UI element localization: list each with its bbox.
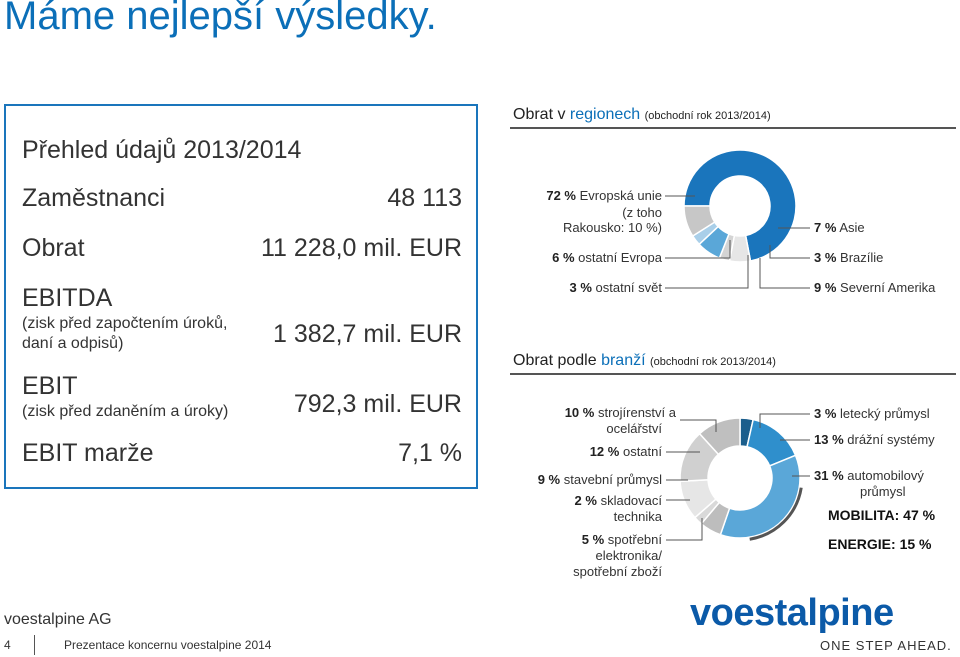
label-auto-pct: 31 % — [814, 468, 844, 483]
regions-divider — [510, 127, 956, 129]
label-asia-pct: 7 % — [814, 220, 837, 235]
branches-slice-2 — [719, 454, 801, 539]
label-asia: 7 % Asie — [814, 220, 865, 235]
label-consumer: 5 % spotřební — [500, 532, 662, 547]
footer-separator — [34, 635, 35, 655]
label-consumer-pct: 5 % — [581, 532, 605, 547]
ebit-sub: (zisk před zdaněním a úroky) — [22, 403, 229, 420]
label-mobility: MOBILITA: 47 % — [828, 507, 936, 523]
label-asia-text: Asie — [839, 220, 865, 235]
label-na: 9 % Severní Amerika — [814, 280, 935, 295]
label-na-text: Severní Amerika — [840, 280, 936, 295]
label-mech: 10 % strojírenství a — [500, 405, 676, 420]
leader-mech — [680, 419, 717, 432]
label-aero: 3 % letecký průmysl — [814, 406, 930, 421]
label-eu-pct: 72 % — [546, 188, 576, 203]
revenue-value: 11 228,0 mil. EUR — [260, 234, 462, 262]
label-aero-pct: 3 % — [814, 406, 837, 421]
ebitda-value: 1 382,7 mil. EUR — [273, 320, 462, 348]
label-eu-text3: Rakousko: 10 %) — [563, 220, 662, 235]
label-consumer-text3: spotřební zboží — [573, 564, 662, 579]
label-other: 12 % ostatní — [500, 444, 662, 459]
employees-value: 48 113 — [387, 184, 462, 212]
footer-company: voestalpine AG — [4, 611, 112, 628]
label-mech-text2: ocelářství — [606, 421, 662, 436]
label-rail-pct: 13 % — [814, 432, 844, 447]
label-brazil-pct: 3 % — [814, 250, 837, 265]
label-consumer-text2: elektronika/ — [595, 548, 662, 563]
leader-brazil — [769, 245, 810, 259]
label-auto: 31 % automobilový — [814, 468, 924, 483]
revenue-label: Obrat — [22, 234, 85, 262]
branches-heading-accent: branží — [601, 352, 646, 369]
ebit-margin-value: 7,1 % — [398, 439, 462, 467]
regions-heading: Obrat v regionech (obchodní rok 2013/201… — [513, 106, 771, 124]
label-auto-text2: průmysl — [860, 484, 906, 499]
label-mech-text1: strojírenství a — [597, 405, 676, 420]
label-eu-text1: Evropská unie — [579, 188, 662, 203]
label-other-text: ostatní — [622, 444, 662, 459]
company-logo: voestalpine — [690, 592, 894, 634]
label-eu-other: 6 % ostatní Evropa — [520, 250, 662, 265]
regions-heading-suffix: (obchodní rok 2013/2014) — [644, 110, 771, 122]
label-brazil-text: Brazílie — [840, 250, 884, 265]
overview-box: Přehled údajů 2013/2014 Zaměstnanci 48 1… — [4, 104, 478, 489]
regions-donut — [683, 149, 797, 263]
page-title: Máme nejlepší výsledky. — [4, 0, 437, 38]
branches-heading-suffix: (obchodní rok 2013/2014) — [649, 356, 776, 368]
branches-slice-7 — [698, 417, 741, 456]
ebit-label: EBIT — [22, 372, 78, 400]
page-number: 4 — [4, 638, 11, 652]
label-auto-text1: automobilový — [847, 468, 924, 483]
branches-heading: Obrat podle branží (obchodní rok 2013/20… — [513, 352, 776, 370]
label-eu-text2: (z toho — [622, 205, 662, 220]
overview-heading: Přehled údajů 2013/2014 — [22, 136, 302, 164]
logo-tagline: ONE STEP AHEAD. — [820, 638, 952, 653]
label-aero-text: letecký průmysl — [840, 406, 930, 421]
label-rail-text: drážní systémy — [847, 432, 935, 447]
label-energy: ENERGIE: 15 % — [828, 536, 932, 552]
label-eu: 72 % Evropská unie — [520, 188, 662, 203]
label-storage-text1: skladovací — [600, 493, 662, 508]
label-eu-other-pct: 6 % — [552, 250, 575, 265]
leader-consumer — [666, 518, 703, 541]
leader-aero — [759, 413, 810, 428]
leader-lines — [665, 195, 810, 541]
regions-slice-5 — [683, 205, 716, 238]
label-mech-pct: 10 % — [564, 405, 595, 420]
label-constr-pct: 9 % — [537, 472, 561, 487]
branches-heading-prefix: Obrat podle — [513, 352, 602, 369]
ebit-margin-label: EBIT marže — [22, 439, 154, 467]
label-na-pct: 9 % — [814, 280, 837, 295]
leader-world — [665, 255, 749, 289]
footer-text: Prezentace koncernu voestalpine 2014 — [64, 638, 272, 652]
ebitda-label: EBITDA — [22, 284, 113, 312]
label-storage: 2 % skladovací — [500, 493, 662, 508]
label-constr-text: stavební průmysl — [563, 472, 662, 487]
branches-donut — [679, 417, 803, 541]
label-other-pct: 12 % — [589, 444, 620, 459]
branches-energy-arc — [749, 487, 803, 541]
label-storage-text2: technika — [613, 509, 662, 524]
label-brazil: 3 % Brazílie — [814, 250, 883, 265]
label-world: 3 % ostatní svět — [520, 280, 662, 295]
label-consumer-text1: spotřební — [607, 532, 662, 547]
ebitda-sub: (zisk před započtením úroků, daní a odpi… — [22, 315, 228, 352]
branches-divider — [510, 373, 956, 375]
label-constr: 9 % stavební průmysl — [480, 472, 662, 487]
label-storage-pct: 2 % — [574, 493, 597, 508]
label-eu-other-text: ostatní Evropa — [578, 250, 662, 265]
employees-label: Zaměstnanci — [22, 184, 166, 212]
label-world-pct: 3 % — [569, 280, 592, 295]
leader-na — [759, 258, 810, 289]
ebit-value: 792,3 mil. EUR — [293, 390, 462, 418]
regions-heading-prefix: Obrat v — [513, 106, 570, 123]
leader-eu-other — [665, 240, 731, 259]
label-rail: 13 % drážní systémy — [814, 432, 935, 447]
label-world-text: ostatní svět — [595, 280, 662, 295]
regions-heading-accent: regionech — [569, 106, 641, 123]
